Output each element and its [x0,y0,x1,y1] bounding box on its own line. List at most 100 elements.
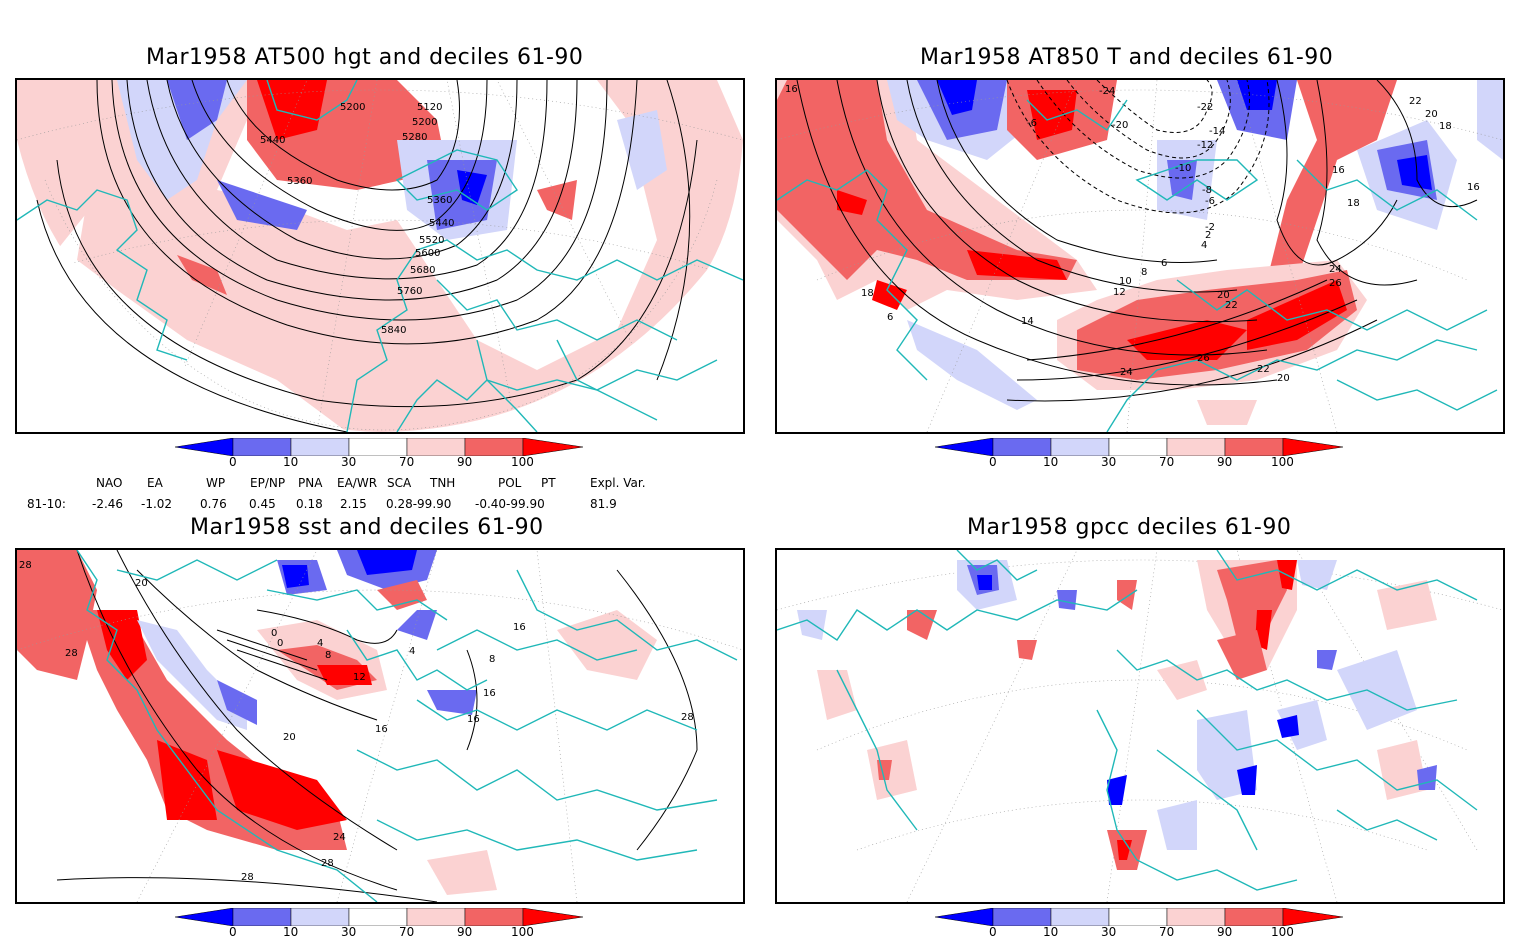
colorbar-label: 70 [1159,925,1175,939]
colorbar-label: 30 [341,455,357,469]
colorbar-label: 10 [1043,455,1059,469]
svg-text:-2: -2 [1205,222,1215,233]
index-header: Expl. Var. [590,476,646,490]
colorbar-label: 70 [399,455,415,469]
index-value: 2.15 [340,497,367,511]
svg-text:22: 22 [1409,96,1422,107]
colorbar-label: 30 [341,925,357,939]
index-header: WP [206,476,226,490]
index-value: 81.9 [590,497,617,511]
svg-text:28: 28 [681,712,694,723]
index-value: 0.28-99.90 [386,497,452,511]
index-header: SCA [387,476,412,490]
svg-text:5280: 5280 [402,132,427,143]
svg-text:26: 26 [1329,278,1342,289]
colorbar-label: 30 [1101,925,1117,939]
svg-text:-24: -24 [1099,86,1115,97]
colorbar-label: 90 [1217,925,1233,939]
svg-text:5200: 5200 [340,102,365,113]
index-header: EP/NP [250,476,286,490]
svg-text:16: 16 [785,84,798,95]
index-header: EA [147,476,163,490]
colorbar-label: 90 [457,925,473,939]
colorbar-label: 70 [399,925,415,939]
colorbar-label: 10 [283,925,299,939]
index-value: 0.18 [296,497,323,511]
index-value: 0.76 [200,497,227,511]
colorbar-label: 0 [229,925,237,939]
svg-text:24: 24 [1120,367,1133,378]
colorbar-label: 90 [1217,455,1233,469]
colorbar-gpcc: 0 10 30 70 90 100 [934,907,1345,939]
svg-text:24: 24 [333,832,346,843]
svg-text:20: 20 [1425,109,1438,120]
svg-text:4: 4 [409,646,415,657]
svg-text:22: 22 [1257,364,1270,375]
svg-text:16: 16 [513,622,526,633]
svg-text:18: 18 [1439,121,1452,132]
colorbar-label: 10 [283,455,299,469]
map-panel-gpcc [775,548,1505,904]
contour-labels-at500: 5120 5200 5200 5280 5360 5360 5440 5440 … [260,102,454,336]
svg-text:6: 6 [1161,258,1167,269]
colorbar-label: 100 [1271,455,1294,469]
svg-text:-6: -6 [1027,118,1037,129]
colorbar-label: 70 [1159,455,1175,469]
colorbar-label: 0 [229,455,237,469]
svg-text:0: 0 [271,628,277,639]
svg-text:8: 8 [325,650,331,661]
svg-text:26: 26 [1197,353,1210,364]
svg-text:6: 6 [887,312,893,323]
index-value: -0.40-99.90 [475,497,545,511]
svg-text:8: 8 [489,654,495,665]
svg-text:16: 16 [467,714,480,725]
colorbar-label: 90 [457,455,473,469]
index-header: PNA [298,476,323,490]
contour-labels-sst: 28 20 28 0 0 4 8 12 16 16 20 24 28 28 28… [19,560,694,883]
svg-text:12: 12 [1113,287,1126,298]
colorbar-label: 10 [1043,925,1059,939]
svg-text:0: 0 [277,638,283,649]
index-header: PT [541,476,556,490]
index-row-label: 81-10: [27,497,66,511]
svg-text:28: 28 [241,872,254,883]
svg-text:12: 12 [353,672,366,683]
svg-text:5360: 5360 [287,176,312,187]
index-value: -2.46 [92,497,124,511]
svg-text:20: 20 [283,732,296,743]
svg-text:28: 28 [321,858,334,869]
svg-text:-6: -6 [1205,196,1215,207]
colorbar-label: 100 [511,925,534,939]
svg-text:5680: 5680 [410,265,435,276]
svg-text:5840: 5840 [381,325,406,336]
svg-text:-22: -22 [1197,102,1213,113]
colorbar-at850: 0 10 30 70 90 100 [934,437,1345,469]
index-header: NAO [96,476,123,490]
svg-text:4: 4 [317,638,323,649]
colorbar-label: 0 [989,455,997,469]
colorbar-at500: 0 10 30 70 90 100 [174,437,585,469]
svg-text:5200: 5200 [412,117,437,128]
index-header: TNH [430,476,456,490]
svg-text:2: 2 [1205,230,1211,241]
colorbar-label: 100 [511,455,534,469]
contour-labels-at850: 16 22 20 18 16 16 18 -6 -24 -20 -22 -14 … [785,84,1480,384]
colorbar-label: 30 [1101,455,1117,469]
index-value: -1.02 [141,497,173,511]
map-panel-sst: 28 20 28 0 0 4 8 12 16 16 20 24 28 28 28… [15,548,745,904]
svg-text:18: 18 [861,288,874,299]
svg-text:10: 10 [1119,276,1132,287]
panel-title-at500: Mar1958 AT500 hgt and deciles 61-90 [146,45,584,70]
svg-text:5360: 5360 [427,195,452,206]
svg-text:16: 16 [483,688,496,699]
map-panel-at850: 16 22 20 18 16 16 18 -6 -24 -20 -22 -14 … [775,78,1505,434]
index-value: 0.45 [249,497,276,511]
svg-text:8: 8 [1141,267,1147,278]
svg-text:5600: 5600 [415,248,440,259]
svg-text:5520: 5520 [419,235,444,246]
index-header: EA/WR [337,476,378,490]
svg-text:-10: -10 [1175,163,1191,174]
svg-text:22: 22 [1225,300,1238,311]
svg-text:-12: -12 [1197,140,1213,151]
svg-text:5760: 5760 [397,286,422,297]
